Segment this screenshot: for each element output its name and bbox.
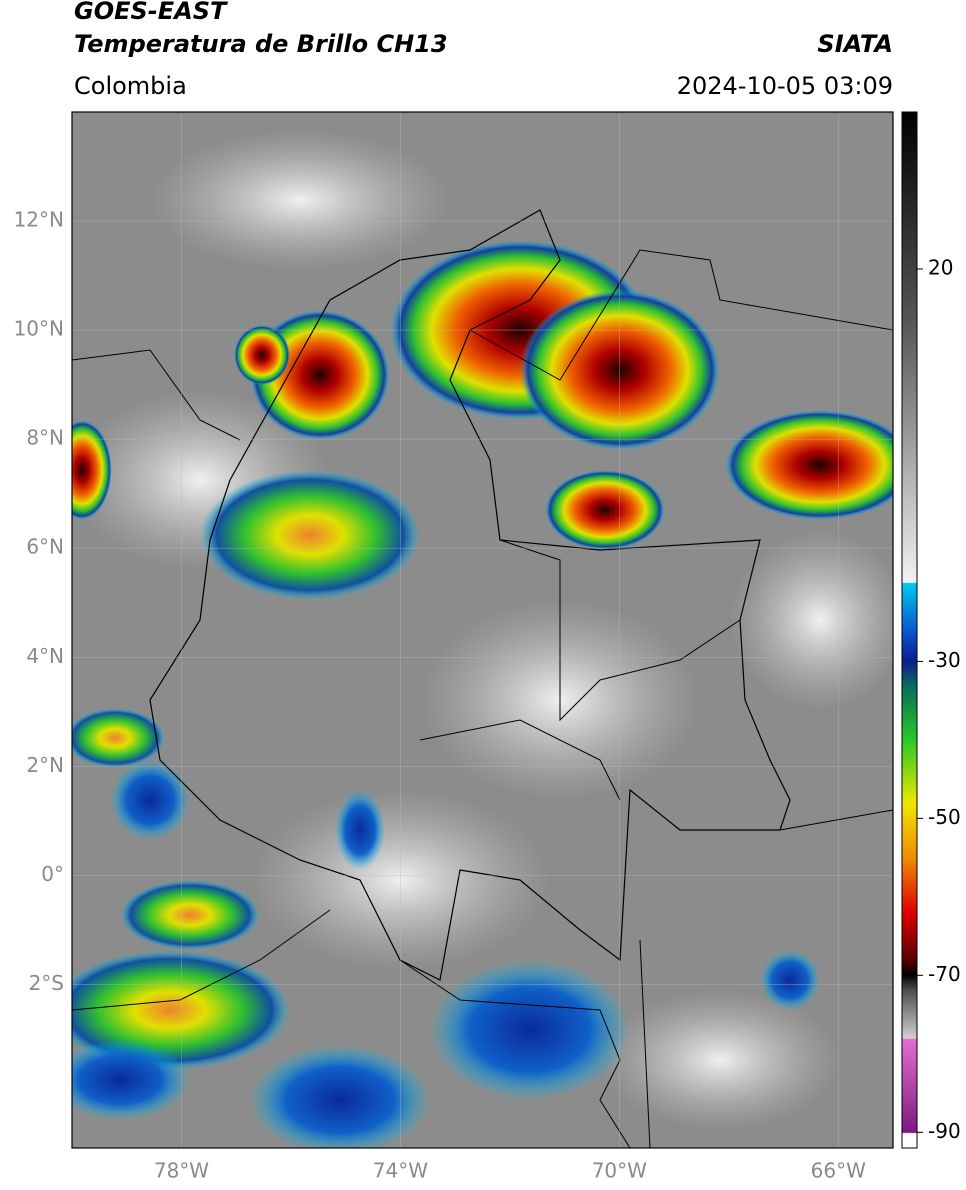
storm: [234, 325, 290, 385]
cloud: [730, 530, 893, 710]
lat-label: 12°N: [14, 208, 64, 232]
colorbar: [901, 111, 918, 1149]
timestamp: 2024-10-05 03:09: [677, 72, 893, 100]
cloud: [600, 990, 840, 1130]
cold-cloud: [760, 950, 820, 1010]
colorbar-label: -50: [928, 805, 961, 829]
storm: [72, 708, 165, 768]
storm: [545, 470, 665, 550]
satellite-image: [72, 112, 893, 1148]
lat-label: 6°N: [26, 535, 64, 559]
graticule: [72, 112, 893, 1148]
lat-label: 2°S: [29, 971, 64, 995]
storm: [520, 290, 720, 450]
lat-label: 10°N: [14, 317, 64, 341]
border: [72, 249, 893, 1148]
satellite: GOES-EAST: [74, 0, 228, 25]
cloud: [250, 790, 550, 970]
storm: [120, 880, 260, 950]
storm: [72, 420, 112, 520]
cold-cloud: [335, 790, 385, 870]
map-frame: [71, 111, 894, 1149]
border: [149, 209, 791, 981]
lat-label: 0°: [41, 862, 64, 886]
colorbar-label: -30: [928, 648, 961, 672]
cloud: [150, 130, 450, 270]
lat-label: 4°N: [26, 644, 64, 668]
colorbar-label: -90: [928, 1119, 961, 1143]
lon-label: 66°W: [811, 1159, 866, 1183]
cold-cloud: [110, 760, 190, 840]
colorbar-label: 20: [928, 255, 953, 279]
cold-cloud: [430, 960, 630, 1100]
storm: [200, 470, 420, 600]
lon-label: 78°W: [154, 1159, 209, 1183]
source: SIATA: [817, 30, 893, 58]
lat-label: 8°N: [26, 426, 64, 450]
cold-cloud: [72, 1040, 190, 1120]
lon-label: 74°W: [373, 1159, 428, 1183]
cold-cloud: [250, 1045, 430, 1148]
storm: [725, 410, 893, 520]
product: Temperatura de Brillo CH13: [74, 30, 448, 58]
colorbar-label: -70: [928, 962, 961, 986]
region: Colombia: [74, 72, 187, 100]
lat-label: 2°N: [26, 753, 64, 777]
storm: [72, 950, 290, 1070]
lon-label: 70°W: [592, 1159, 647, 1183]
